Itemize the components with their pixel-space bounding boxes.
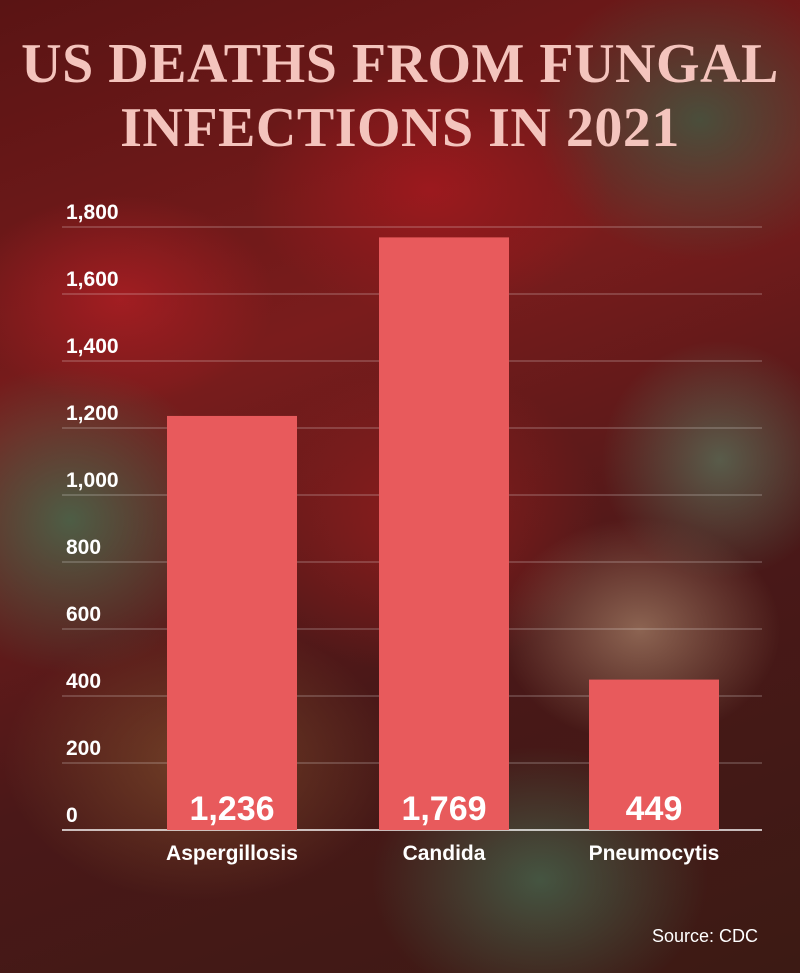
y-tick-label: 400 [66, 670, 101, 693]
category-label-aspergillosis: Aspergillosis [166, 842, 298, 865]
y-tick-label: 1,000 [66, 469, 119, 492]
y-tick-label: 1,800 [66, 201, 119, 224]
data-label-pneumocytis: 449 [626, 790, 683, 828]
category-label-candida: Candida [403, 842, 486, 865]
y-tick-label: 200 [66, 737, 101, 760]
y-tick-label: 1,600 [66, 268, 119, 291]
category-label-pneumocytis: Pneumocytis [589, 842, 720, 865]
y-tick-label: 1,400 [66, 335, 119, 358]
data-label-aspergillosis: 1,236 [189, 790, 274, 828]
y-tick-label: 1,200 [66, 402, 119, 425]
y-tick-label: 600 [66, 603, 101, 626]
source-note: Source: CDC [651, 926, 758, 946]
bar-candida [379, 237, 509, 830]
y-tick-label: 0 [66, 804, 78, 827]
data-label-candida: 1,769 [401, 790, 486, 828]
y-axis-tick-labels: 0 200 400 600 800 1,000 1,200 1,400 1,600 1,800 [66, 201, 119, 827]
bar-pneumocytis [589, 679, 719, 830]
data-labels: 1,236 1,769 449 [189, 790, 682, 828]
x-axis-category-labels: Aspergillosis Candida Pneumocytis [166, 842, 719, 865]
y-tick-label: 800 [66, 536, 101, 559]
bar-aspergillosis [167, 415, 297, 830]
chart-title: US DEATHS FROM FUNGAL INFECTIONS IN 2021 [21, 33, 779, 159]
bars [167, 237, 719, 830]
